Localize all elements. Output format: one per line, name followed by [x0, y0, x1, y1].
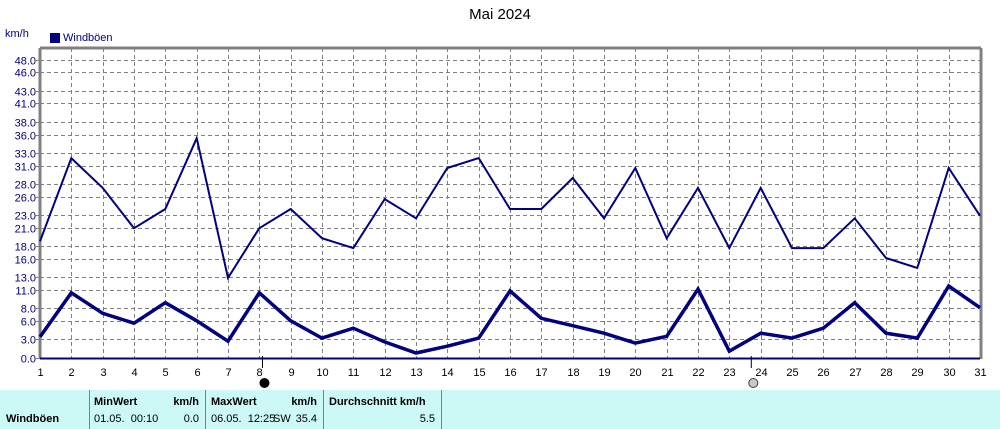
- series-max-gust-line: [39, 135, 981, 281]
- y-axis-unit: km/h: [5, 28, 29, 40]
- x-tick-label: 11: [348, 367, 359, 379]
- min-time: 01.05. 00:10: [94, 413, 159, 425]
- x-tick-label: 25: [786, 367, 798, 379]
- avg-header: Durchschnitt km/h: [329, 396, 426, 408]
- avg-value: 5.5: [419, 413, 435, 425]
- x-tick-label: 24: [755, 367, 767, 379]
- y-tick-label: 43.0: [15, 87, 36, 99]
- x-tick-label: 28: [880, 367, 892, 379]
- y-tick-label: 6.0: [21, 317, 36, 329]
- x-tick-label: 14: [441, 367, 453, 379]
- x-tick-label: 30: [943, 367, 955, 379]
- y-tick-label: 36.0: [15, 131, 36, 143]
- x-tick-label: 23: [723, 367, 735, 379]
- y-tick-label: 28.0: [15, 180, 36, 192]
- x-tick-label: 3: [100, 367, 106, 379]
- x-tick-label: 27: [849, 367, 861, 379]
- y-tick-label: 46.0: [15, 68, 36, 80]
- max-unit: km/h: [291, 396, 317, 408]
- max-direction: SW: [273, 413, 291, 425]
- y-tick-label: 3.0: [21, 335, 36, 347]
- x-tick-label: 10: [316, 367, 328, 379]
- min-unit: km/h: [173, 396, 199, 408]
- y-tick-label: 16.0: [15, 255, 36, 267]
- x-tick-label: 22: [692, 367, 704, 379]
- min-header: MinWert: [94, 396, 138, 408]
- x-tick-label: 17: [535, 367, 547, 379]
- x-tick-label: 12: [379, 367, 391, 379]
- stats-row-label-cell: Windböen: [0, 390, 90, 429]
- full-moon-icon: [748, 378, 759, 388]
- y-tick-label: 38.0: [15, 118, 36, 130]
- x-tick-label: 15: [473, 367, 485, 379]
- stats-min-cell: MinWert km/h 01.05. 00:10 0.0: [89, 390, 206, 429]
- y-tick-label: 48.0: [15, 56, 36, 68]
- legend-label: Windböen: [63, 32, 113, 44]
- y-tick-label: 18.0: [15, 242, 36, 254]
- y-tick-label: 8.0: [21, 304, 36, 316]
- y-tick-label: 26.0: [15, 193, 36, 205]
- y-tick-label: 13.0: [15, 273, 36, 285]
- x-tick-label: 20: [629, 367, 641, 379]
- y-tick-label: 31.0: [15, 162, 36, 174]
- x-tick-label: 19: [598, 367, 610, 379]
- stats-row-label: Windböen: [6, 413, 60, 425]
- x-tick-label: 21: [661, 367, 673, 379]
- x-tick-label: 16: [504, 367, 516, 379]
- y-tick-label: 11.0: [15, 286, 36, 298]
- new-moon-icon: [259, 378, 270, 388]
- x-tick-label: 9: [288, 367, 294, 379]
- x-tick-label: 18: [567, 367, 579, 379]
- max-header: MaxWert: [211, 396, 257, 408]
- x-tick-label: 5: [162, 367, 168, 379]
- stats-table: Windböen MinWert km/h 01.05. 00:10 0.0 M…: [0, 390, 1000, 429]
- x-tick-label: 26: [817, 367, 829, 379]
- stats-max-cell: MaxWert km/h 06.05. 12:25 SW 35.4: [206, 390, 324, 429]
- y-tick-label: 33.0: [15, 149, 36, 161]
- y-tick-label: 23.0: [15, 211, 36, 223]
- x-tick-label: 13: [410, 367, 422, 379]
- x-tick-label: 8: [256, 367, 262, 379]
- series-average-line: [38, 283, 981, 355]
- line-chart: 0.0 3.0 6.08.0 11.013.0 16.018.0 21.023.0 26.0…: [15, 46, 987, 388]
- x-tick-label: 1: [37, 367, 43, 379]
- y-tick-label: 41.0: [15, 99, 36, 111]
- x-tick-label: 29: [911, 367, 923, 379]
- x-tick-label: 7: [225, 367, 231, 379]
- max-value: 35.4: [295, 413, 317, 425]
- chart-title: Mai 2024: [469, 6, 531, 23]
- x-tick-label: 6: [194, 367, 200, 379]
- y-tick-label: 0.0: [21, 354, 36, 366]
- min-value: 0.0: [183, 413, 199, 425]
- x-tick-label: 31: [974, 367, 986, 379]
- x-tick-label: 2: [68, 367, 74, 379]
- legend-swatch-icon: [50, 33, 60, 43]
- max-time: 06.05. 12:25: [211, 413, 276, 425]
- x-tick-label: 4: [131, 367, 137, 379]
- legend: Windböen: [50, 32, 113, 44]
- y-tick-label: 21.0: [15, 224, 36, 236]
- stats-avg-cell: Durchschnitt km/h 5.5: [324, 390, 442, 429]
